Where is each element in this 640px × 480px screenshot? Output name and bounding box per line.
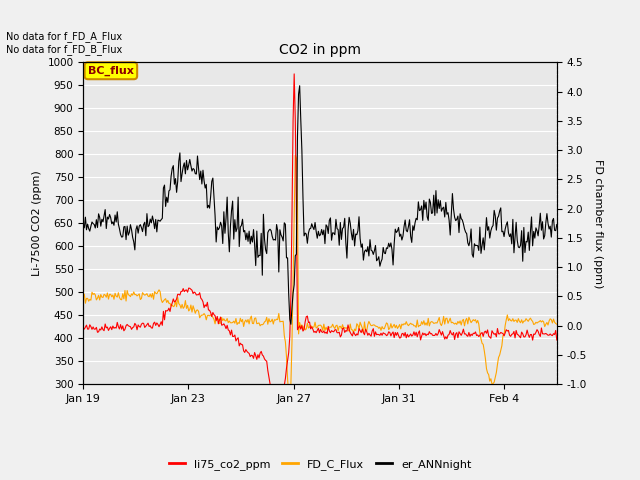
Y-axis label: Li-7500 CO2 (ppm): Li-7500 CO2 (ppm) <box>32 170 42 276</box>
Text: No data for f_FD_A_Flux
No data for f_FD_B_Flux: No data for f_FD_A_Flux No data for f_FD… <box>6 31 123 55</box>
Title: CO2 in ppm: CO2 in ppm <box>279 43 361 57</box>
Legend: li75_co2_ppm, FD_C_Flux, er_ANNnight: li75_co2_ppm, FD_C_Flux, er_ANNnight <box>164 455 476 474</box>
Text: BC_flux: BC_flux <box>88 66 134 76</box>
Y-axis label: FD chamber flux (ppm): FD chamber flux (ppm) <box>593 158 604 288</box>
